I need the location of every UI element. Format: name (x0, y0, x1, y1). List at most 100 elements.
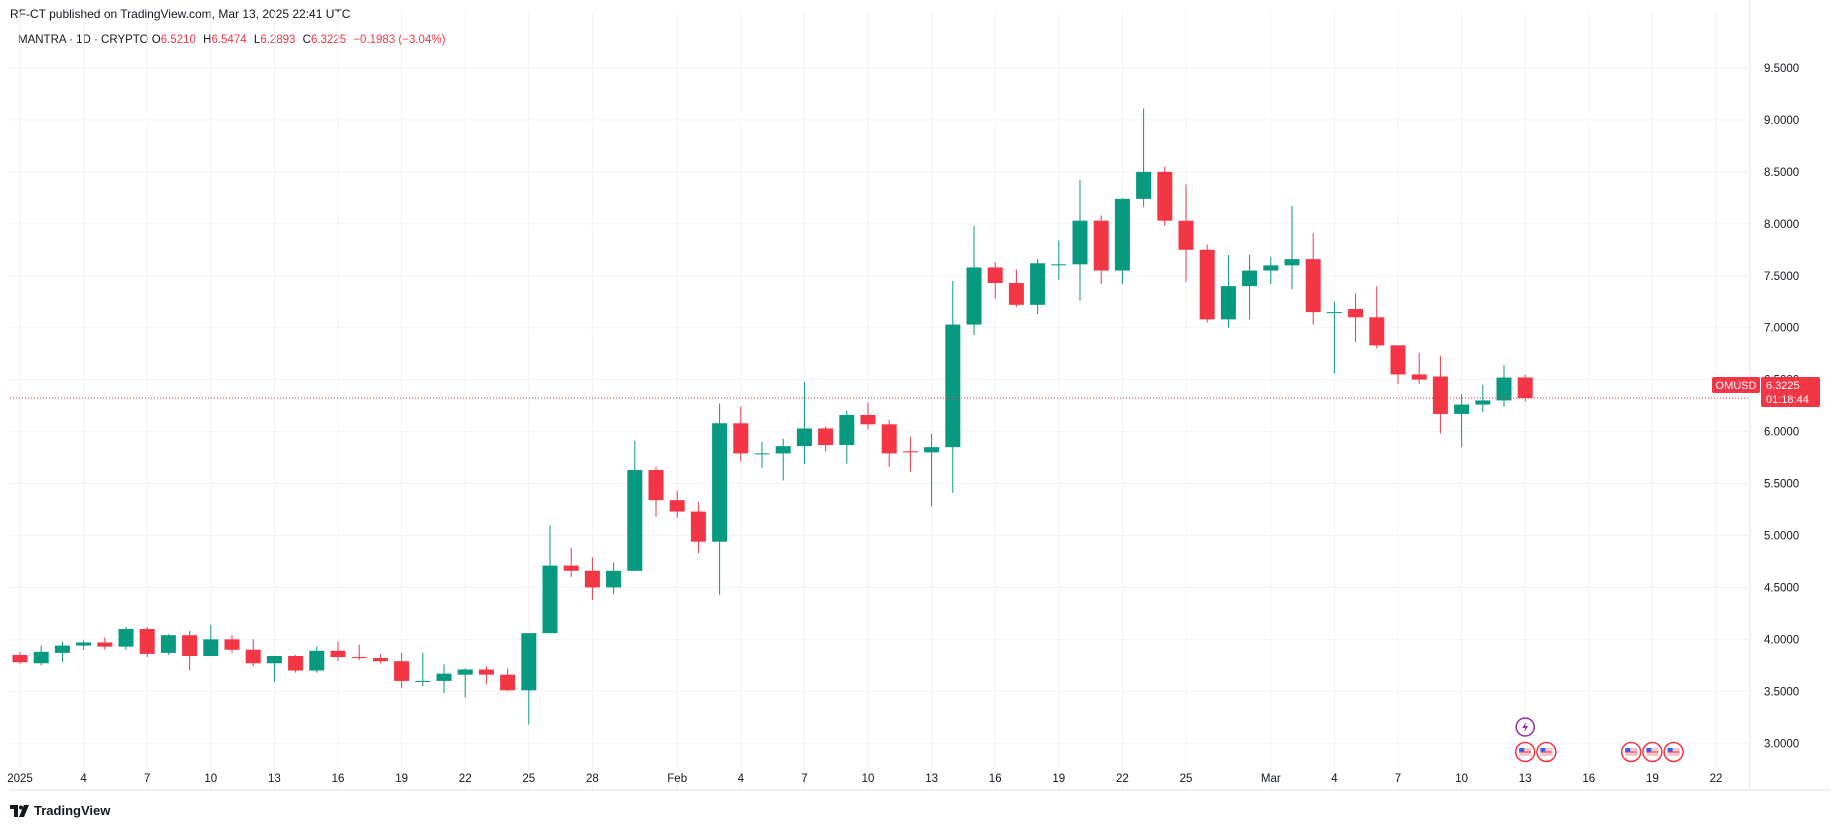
candle-body (351, 657, 367, 659)
time-tick-label: 16 (332, 773, 345, 785)
price-tick-label: 4.0000 (1764, 634, 1799, 646)
candle-body (902, 451, 918, 453)
time-tick-label: Feb (667, 773, 687, 785)
price-tick-label: 6.0000 (1764, 427, 1799, 439)
candle-body (606, 570, 622, 588)
candle-body (33, 651, 49, 664)
time-tick-label: 4 (80, 773, 87, 785)
candle-body (1178, 220, 1194, 250)
candle-body (394, 661, 410, 681)
candle-body (1390, 345, 1406, 375)
price-tick-label: 8.5000 (1764, 167, 1799, 179)
candle-body (1072, 220, 1088, 265)
events-layer (1514, 717, 1684, 763)
us-flag-canton-icon (1625, 748, 1631, 752)
candle-body (76, 642, 92, 646)
candles-layer (12, 108, 1533, 725)
candle-body (627, 470, 643, 571)
candle-body (1348, 308, 1364, 318)
price-tick-label: 4.5000 (1764, 582, 1799, 594)
candle-body (563, 565, 579, 571)
time-tick-label: 22 (459, 773, 472, 785)
price-tick-label: 9.5000 (1764, 63, 1799, 75)
candle-body (500, 674, 516, 691)
candle-body (118, 628, 134, 647)
high-value: 6.5474 (211, 34, 247, 46)
candle-body (1326, 312, 1342, 314)
candle-body (1432, 376, 1448, 414)
time-axis[interactable]: 2025 4 7 10 13 16 19 22 25 28 Feb 4 7 10 13 16 19 22 25 Mar… (7, 773, 1722, 785)
time-tick-label: 13 (268, 773, 281, 785)
low-value: 6.2893 (260, 34, 296, 46)
grid-lines (10, 0, 1830, 791)
candle-body (288, 655, 304, 671)
open-value: 6.5210 (160, 34, 196, 46)
time-tick-label: 16 (1582, 773, 1595, 785)
us-flag-canton-icon (1646, 748, 1652, 752)
candle-body (1114, 198, 1130, 271)
candle-body (1369, 317, 1385, 346)
us-flag-canton-icon (1519, 748, 1525, 752)
candle-body (542, 565, 558, 634)
tradingview-logo[interactable]: TradingView (10, 803, 110, 818)
time-tick-label: 13 (1519, 773, 1532, 785)
time-tick-label: 4 (1331, 773, 1338, 785)
price-tag-countdown: 01:18:44 (1766, 394, 1809, 406)
candle-body (796, 428, 812, 447)
candle-body (712, 423, 728, 542)
time-tick-label: 28 (586, 773, 599, 785)
time-tick-label: 19 (1646, 773, 1659, 785)
candle-body (457, 669, 473, 675)
candle-body (203, 639, 219, 656)
candle-body (945, 324, 961, 448)
candle-body (648, 470, 664, 501)
candle-body (839, 414, 855, 446)
high-label: H (203, 34, 212, 46)
price-tick-label: 5.0000 (1764, 530, 1799, 542)
price-tick-label: 3.5000 (1764, 686, 1799, 698)
price-tick-label: 8.0000 (1764, 219, 1799, 231)
time-tick-label: 4 (738, 773, 745, 785)
candle-body (669, 500, 685, 512)
price-tick-label: 7.5000 (1764, 271, 1799, 283)
candle-body (54, 645, 70, 653)
low-label: L (253, 34, 261, 46)
candle-body (224, 639, 240, 650)
candle-body (1284, 259, 1300, 266)
time-tick-label: 10 (862, 773, 875, 785)
candle-body (1030, 263, 1046, 305)
candle-body (266, 655, 282, 664)
publisher-text: RF-CT published on TradingView.com, Mar … (10, 7, 351, 21)
candle-body (1305, 259, 1321, 313)
candle-body (139, 628, 155, 654)
time-tick-label: 2025 (7, 773, 33, 785)
candle-body (1157, 171, 1173, 221)
candle-body (245, 649, 261, 664)
candle-body (330, 650, 346, 658)
candle-body (775, 446, 791, 454)
us-flag-canton-icon (1667, 748, 1673, 752)
tradingview-brand-text: TradingView (34, 803, 111, 818)
candle-body (881, 424, 897, 454)
candle-body (1475, 400, 1491, 405)
time-tick-label: 25 (522, 773, 535, 785)
candle-body (860, 414, 876, 425)
time-tick-label: 22 (1710, 773, 1723, 785)
candle-body (182, 635, 198, 656)
time-tick-label: 19 (1052, 773, 1065, 785)
time-tick-label: 19 (395, 773, 408, 785)
time-tick-label: 10 (1455, 773, 1468, 785)
ohlc-legend: MANTRA · 1D · CRYPTO O6.5210 H6.5474 L6.… (18, 34, 445, 46)
open-label: O (151, 34, 161, 46)
change-value: −0.1983 (−3.04%) (353, 34, 446, 46)
candle-body (1517, 377, 1533, 399)
candle-body (1008, 283, 1024, 305)
candle-body (1411, 374, 1427, 380)
candle-body (478, 669, 494, 675)
candle-body (690, 511, 706, 542)
candle-body (584, 570, 600, 588)
candle-body (1051, 264, 1067, 266)
symbol-tag-text: OMUSD (1716, 380, 1757, 392)
tradingview-logo-icon (10, 804, 29, 817)
